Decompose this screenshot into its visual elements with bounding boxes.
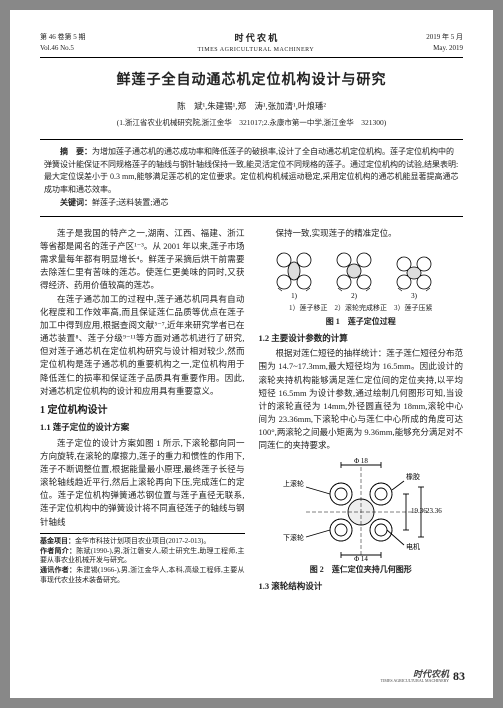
svg-text:19.36: 19.36 [411, 507, 427, 515]
body-columns: 莲子是我国的特产之一,湖南、江西、福建、浙江等省都是闻名的莲子产区¹⁻³。从 2… [40, 227, 463, 625]
abstract-text: 摘 要：为增加莲子通芯机的通芯成功率和降低莲子的破损率,设计了全自动通芯机定位机… [44, 146, 459, 197]
svg-text:电机: 电机 [406, 542, 420, 551]
volume-cn: 第 46 卷第 5 期 [40, 32, 86, 43]
svg-text:3): 3) [411, 292, 418, 300]
footer-logo: 时代农机 TIMES AGRICULTURAL MACHINERY [381, 670, 449, 683]
header-right: 2019 年 5 月 May. 2019 [426, 32, 463, 55]
figure-1-caption: 图 1 莲子定位过程 [259, 316, 464, 328]
journal-name-cn: 时 代 农 机 [198, 32, 315, 46]
para-4: 保持一致,实现莲子的精准定位。 [259, 227, 464, 240]
heading-1-2: 1.2 主要设计参数的计算 [259, 332, 464, 345]
para-2: 在莲子通芯加工的过程中,莲子通芯机同具有自动化程度和工作效率高,而且保证莲仁品质… [40, 293, 245, 398]
authors: 陈 斌¹,朱建锡¹,郑 涛¹,张加清¹,叶烺璠² [40, 100, 463, 113]
journal-name-en: TIMES AGRICULTURAL MACHINERY [198, 46, 315, 55]
figure-1-sublabels: 1）莲子移正 2）滚轮完成移正 3）莲子压紧 [259, 303, 464, 314]
page-footer: 时代农机 TIMES AGRICULTURAL MACHINERY 83 [381, 667, 465, 686]
date-cn: 2019 年 5 月 [426, 32, 463, 43]
svg-text:2): 2) [351, 292, 358, 300]
header-center: 时 代 农 机 TIMES AGRICULTURAL MACHINERY [198, 32, 315, 55]
para-1: 莲子是我国的特产之一,湖南、江西、福建、浙江等省都是闻名的莲子产区¹⁻³。从 2… [40, 227, 245, 293]
svg-text:Φ 14: Φ 14 [354, 555, 368, 562]
svg-text:23.36: 23.36 [426, 507, 442, 515]
abstract-label: 摘 要： [60, 147, 92, 156]
page-number: 83 [453, 667, 465, 686]
keywords: 鲜莲子;送料装置;通芯 [92, 198, 168, 207]
figure-2-svg: Φ 18 上滚轮 下滚轮 橡胶 电机 19.36 23.36 Φ 14 [276, 457, 446, 562]
keywords-line: 关键词：鲜莲子;送料装置;通芯 [44, 197, 459, 210]
para-3: 莲子定位的设计方案如图 1 所示,下滚轮都向同一方向旋转,在滚轮的摩擦力,莲子的… [40, 437, 245, 529]
heading-1: 1 定位机构设计 [40, 403, 245, 419]
footnote-fund: 基金项目：金华市科技计划项目农业项目(2017-2-013)。 [40, 537, 245, 547]
header-left: 第 46 卷第 5 期 Vol.46 No.5 [40, 32, 86, 55]
svg-text:Φ 18: Φ 18 [354, 457, 368, 465]
page: 第 46 卷第 5 期 Vol.46 No.5 时 代 农 机 TIMES AG… [10, 10, 493, 698]
heading-1-1: 1.1 莲子定位的设计方案 [40, 421, 245, 434]
footnote-author: 作者简介：陈斌(1990-),男,浙江磐安人,硕士研究生,助理工程师,主要从事农… [40, 547, 245, 567]
svg-text:橡胶: 橡胶 [406, 472, 420, 481]
svg-text:1): 1) [291, 292, 298, 300]
figure-1: 1) 2) 3) 1）莲子移正 2）滚 [259, 244, 464, 328]
affiliations: (1.浙江省农业机械研究院,浙江金华 321017;2.永康市第一中学,浙江金华… [40, 117, 463, 129]
figure-2-caption: 图 2 莲仁定位夹持几何图形 [259, 564, 464, 576]
volume-en: Vol.46 No.5 [40, 43, 86, 54]
figure-1-svg: 1) 2) 3) [266, 244, 456, 302]
keywords-label: 关键词： [60, 198, 92, 207]
svg-text:下滚轮: 下滚轮 [283, 533, 304, 542]
footnote-corr: 通讯作者：朱建锡(1966-),男,浙江金华人,本科,高级工程师,主要从事现代农… [40, 566, 245, 586]
figure-2: Φ 18 上滚轮 下滚轮 橡胶 电机 19.36 23.36 Φ 14 图 2 … [259, 457, 464, 576]
abstract-body: 为增加莲子通芯机的通芯成功率和降低莲子的破损率,设计了全自动通芯机定位机构。莲子… [44, 147, 458, 194]
para-5: 根据对莲仁短径的抽样统计：莲子莲仁短径分布范围为 14.7~17.3mm,最大短… [259, 347, 464, 452]
abstract-block: 摘 要：为增加莲子通芯机的通芯成功率和降低莲子的破损率,设计了全自动通芯机定位机… [40, 139, 463, 217]
svg-text:上滚轮: 上滚轮 [283, 479, 304, 488]
running-header: 第 46 卷第 5 期 Vol.46 No.5 时 代 农 机 TIMES AG… [40, 32, 463, 58]
date-en: May. 2019 [426, 43, 463, 54]
article-title: 鲜莲子全自动通芯机定位机构设计与研究 [40, 70, 463, 92]
footnotes: 基金项目：金华市科技计划项目农业项目(2017-2-013)。 作者简介：陈斌(… [40, 533, 245, 586]
footer-logo-en: TIMES AGRICULTURAL MACHINERY [381, 679, 449, 683]
heading-1-3: 1.3 滚轮结构设计 [259, 580, 464, 593]
